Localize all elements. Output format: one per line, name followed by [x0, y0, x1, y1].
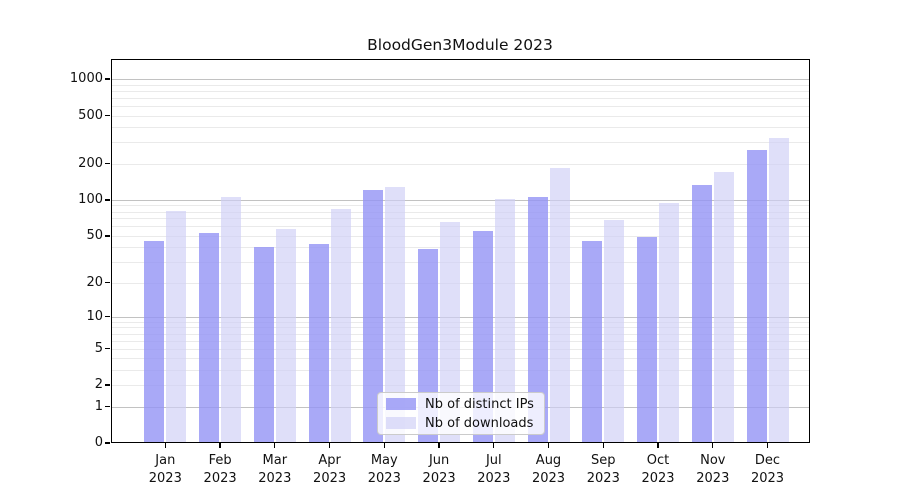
x-tick-label-sep: Sep 2023 [586, 453, 620, 486]
chart-title: BloodGen3Module 2023 [367, 36, 553, 54]
y-tick-mark [105, 442, 110, 444]
y-tick-label: 20 [86, 274, 103, 290]
legend-swatch-distinct-ips [386, 397, 416, 411]
legend-label-distinct-ips: Nb of distinct IPs [425, 396, 534, 412]
y-tick-mark [105, 235, 110, 237]
y-tick-label: 10 [86, 308, 103, 324]
y-tick-mark [105, 162, 110, 165]
gridline-minor [111, 218, 809, 220]
x-tick-label-dec: Dec 2023 [750, 453, 785, 486]
gridline-minor [111, 105, 809, 107]
bar-downloads-oct [659, 202, 679, 443]
y-tick-mark [105, 114, 110, 117]
x-tick-label-oct: Oct 2023 [641, 453, 675, 486]
x-tick-label-mar: Mar 2023 [258, 453, 292, 486]
bar-distinct-ips-nov [691, 185, 712, 443]
bar-downloads-jun [440, 221, 461, 443]
bar-distinct-ips-may [363, 190, 384, 443]
gridline-major [111, 199, 809, 201]
x-tick-mark [164, 443, 166, 448]
gridline-minor [111, 115, 809, 117]
bar-downloads-dec [768, 138, 789, 443]
x-tick-label-nov: Nov 2023 [696, 453, 730, 486]
bar-distinct-ips-oct [637, 236, 657, 443]
bar-distinct-ips-sep [582, 241, 603, 443]
y-tick-label: 50 [86, 227, 103, 243]
bar-downloads-jan [166, 210, 187, 443]
y-tick-label: 100 [78, 191, 103, 207]
legend-swatch-downloads [386, 416, 416, 430]
x-tick-label-jul: Jul 2023 [477, 453, 511, 486]
bar-downloads-may [385, 187, 406, 443]
gridline-minor [111, 127, 809, 129]
bar-distinct-ips-mar [253, 247, 274, 443]
legend-label-downloads: Nb of downloads [425, 415, 534, 431]
bar-downloads-feb [221, 197, 242, 443]
y-tick-label: 500 [78, 107, 103, 123]
bar-downloads-mar [275, 229, 296, 443]
gridline-minor [111, 163, 809, 165]
gridline-minor [111, 97, 809, 99]
gridline-major [111, 79, 809, 80]
x-tick-label-aug: Aug 2023 [531, 453, 566, 486]
x-tick-mark [383, 443, 385, 448]
bar-downloads-aug [549, 168, 570, 443]
x-tick-label-jun: Jun 2023 [422, 453, 456, 486]
gridline-minor [111, 142, 809, 144]
gridline-minor [111, 84, 809, 86]
bar-distinct-ips-aug [527, 196, 548, 443]
bar-downloads-jul [494, 199, 515, 443]
bar-distinct-ips-jul [472, 230, 493, 443]
x-tick-mark [328, 443, 331, 448]
y-tick-mark [105, 281, 110, 284]
bar-distinct-ips-apr [308, 243, 329, 443]
x-tick-mark [712, 443, 714, 448]
y-tick-mark [105, 78, 110, 80]
x-tick-mark [274, 443, 276, 448]
y-tick-label: 1000 [69, 71, 103, 86]
y-tick-mark [105, 384, 110, 386]
gridline-minor [111, 205, 809, 207]
y-tick-mark [105, 316, 110, 318]
legend-row-downloads: Nb of downloads [386, 415, 544, 431]
x-tick-mark [438, 443, 440, 448]
bar-distinct-ips-feb [199, 232, 220, 443]
y-tick-label: 0 [94, 435, 103, 450]
legend: Nb of distinct IPs Nb of downloads [377, 392, 545, 435]
x-tick-mark [602, 443, 604, 448]
x-tick-label-apr: Apr 2023 [313, 453, 347, 486]
x-tick-mark [219, 443, 221, 448]
y-tick-label: 5 [94, 340, 103, 356]
bar-downloads-sep [604, 219, 625, 443]
bar-downloads-nov [713, 171, 734, 443]
x-tick-mark [657, 443, 659, 448]
x-tick-mark [766, 443, 769, 448]
y-tick-mark [105, 199, 110, 201]
x-tick-label-feb: Feb 2023 [203, 453, 237, 486]
bar-distinct-ips-jan [144, 241, 165, 443]
y-tick-label: 200 [78, 155, 103, 171]
y-tick-mark [105, 347, 110, 350]
bar-distinct-ips-dec [746, 150, 767, 443]
x-tick-mark [547, 443, 550, 448]
y-tick-label: 2 [94, 377, 103, 393]
x-tick-label-jan: Jan 2023 [148, 453, 182, 486]
x-tick-label-may: May 2023 [367, 453, 401, 486]
y-tick-mark [105, 405, 110, 408]
legend-row-distinct-ips: Nb of distinct IPs [386, 396, 544, 412]
gridline-minor [111, 211, 809, 213]
bar-downloads-apr [330, 209, 351, 443]
x-tick-mark [493, 443, 495, 448]
gridline-minor [111, 90, 809, 92]
y-tick-label: 1 [94, 398, 103, 414]
